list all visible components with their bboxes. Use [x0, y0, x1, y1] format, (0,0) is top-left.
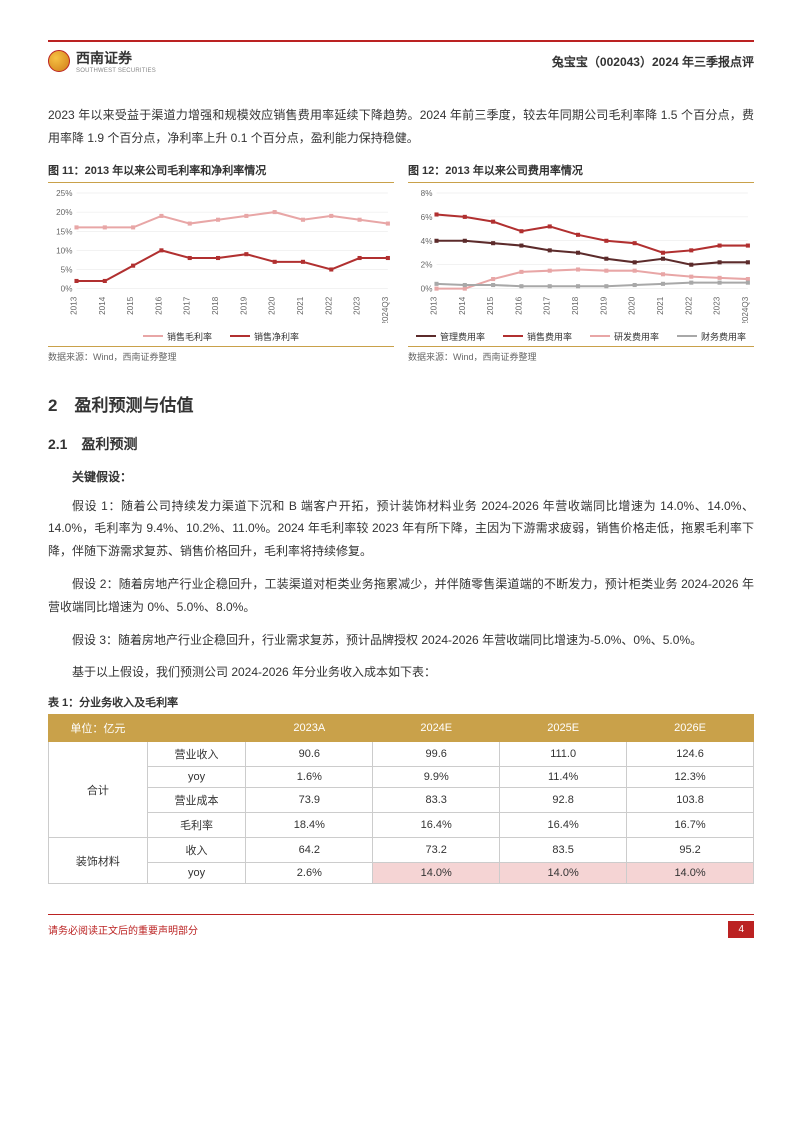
chart-12-source: 数据来源：Wind，西南证券整理: [408, 346, 754, 363]
svg-text:2015: 2015: [126, 296, 135, 315]
chart-12-legend: 管理费用率销售费用率研发费用率财务费用率: [408, 330, 754, 343]
chart-12: 图 12：2013 年以来公司费用率情况 0% 2% 4% 6% 8% 2013 2014 2…: [408, 162, 754, 363]
svg-text:2013: 2013: [429, 296, 438, 315]
chart-12-svg: 0% 2% 4% 6% 8% 2013 2014 2015 2016 2017 2018 2019 20…: [408, 183, 754, 323]
svg-text:0%: 0%: [61, 284, 73, 293]
chart-11-legend: 销售毛利率销售净利率: [48, 330, 394, 343]
section-2-1-title: 2.1 盈利预测: [48, 434, 754, 454]
assumption-2: 假设 2：随着房地产行业企稳回升，工装渠道对柜类业务拖累减少，并伴随零售渠道端的…: [48, 573, 754, 619]
svg-text:4%: 4%: [421, 236, 433, 245]
svg-text:2018: 2018: [571, 296, 580, 315]
svg-text:2014: 2014: [458, 296, 467, 315]
svg-text:2019: 2019: [239, 296, 248, 315]
brand-logo: 西南证券 SOUTHWEST SECURITIES: [48, 48, 156, 74]
svg-text:6%: 6%: [421, 213, 433, 222]
svg-text:2016: 2016: [514, 296, 523, 315]
svg-text:0%: 0%: [421, 284, 433, 293]
brand-name-en: SOUTHWEST SECURITIES: [76, 68, 156, 74]
svg-text:2016: 2016: [154, 296, 163, 315]
svg-text:25%: 25%: [56, 189, 72, 198]
chart-11-svg: 0% 5% 10% 15% 20% 25% 2013 2014 2015 2016 2017 2018…: [48, 183, 394, 323]
svg-text:8%: 8%: [421, 189, 433, 198]
table-1: 单位：亿元2023A2024E2025E2026E合计营业收入90.699.61…: [48, 714, 754, 884]
assumption-tail: 基于以上假设，我们预测公司 2024-2026 年分业务收入成本如下表：: [48, 661, 754, 684]
chart-11-source: 数据来源：Wind，西南证券整理: [48, 346, 394, 363]
svg-text:2017: 2017: [183, 296, 192, 315]
page-footer: 请务必阅读正文后的重要声明部分 4: [48, 914, 754, 938]
svg-text:2021: 2021: [296, 296, 305, 315]
chart-11-title: 图 11：2013 年以来公司毛利率和净利率情况: [48, 162, 394, 178]
svg-text:2021: 2021: [656, 296, 665, 315]
svg-text:2014: 2014: [98, 296, 107, 315]
svg-text:2%: 2%: [421, 260, 433, 269]
chart-11: 图 11：2013 年以来公司毛利率和净利率情况 0% 5% 10% 15% 20% 25…: [48, 162, 394, 363]
svg-text:2024Q3: 2024Q3: [381, 296, 390, 323]
report-title: 兔宝宝（002043）2024 年三季报点评: [552, 53, 754, 70]
svg-text:10%: 10%: [56, 246, 72, 255]
svg-text:5%: 5%: [61, 265, 73, 274]
svg-text:2022: 2022: [324, 296, 333, 315]
svg-text:2015: 2015: [486, 296, 495, 315]
svg-text:2020: 2020: [268, 296, 277, 315]
intro-paragraph: 2023 年以来受益于渠道力增强和规模效应销售费用率延续下降趋势。2024 年前…: [48, 104, 754, 150]
svg-text:20%: 20%: [56, 208, 72, 217]
svg-text:2022: 2022: [684, 296, 693, 315]
chart-12-title: 图 12：2013 年以来公司费用率情况: [408, 162, 754, 178]
svg-text:2023: 2023: [353, 296, 362, 315]
brand-name-cn: 西南证券: [76, 48, 156, 68]
svg-text:2023: 2023: [713, 296, 722, 315]
svg-text:2019: 2019: [599, 296, 608, 315]
page-number: 4: [728, 921, 754, 938]
assumption-3: 假设 3：随着房地产行业企稳回升，行业需求复苏，预计品牌授权 2024-2026…: [48, 629, 754, 652]
svg-text:2020: 2020: [628, 296, 637, 315]
page-header: 西南证券 SOUTHWEST SECURITIES 兔宝宝（002043）202…: [48, 48, 754, 74]
svg-text:2013: 2013: [69, 296, 78, 315]
assumption-1: 假设 1：随着公司持续发力渠道下沉和 B 端客户开拓，预计装饰材料业务 2024…: [48, 495, 754, 563]
svg-text:2018: 2018: [211, 296, 220, 315]
table-1-title: 表 1：分业务收入及毛利率: [48, 694, 754, 710]
svg-text:15%: 15%: [56, 227, 72, 236]
section-2-title: 2 盈利预测与估值: [48, 391, 754, 416]
footer-disclaimer: 请务必阅读正文后的重要声明部分: [48, 922, 198, 937]
svg-text:2024Q3: 2024Q3: [741, 296, 750, 323]
assumptions-heading: 关键假设：: [48, 468, 754, 485]
logo-icon: [48, 50, 70, 72]
svg-text:2017: 2017: [543, 296, 552, 315]
